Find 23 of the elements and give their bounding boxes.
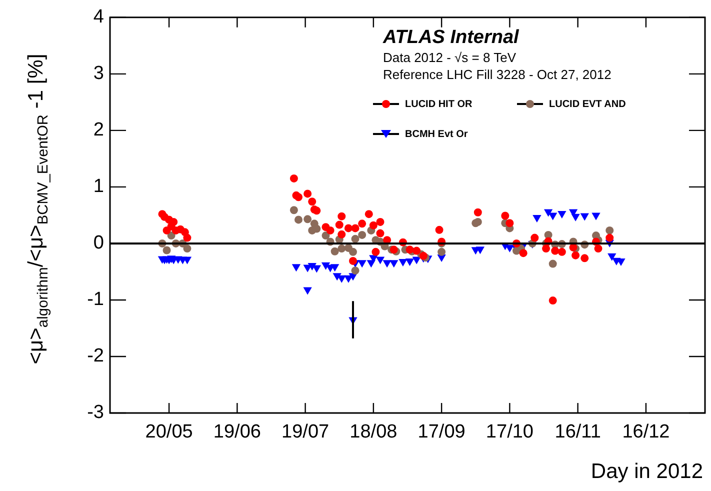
x-tick-label: 20/05 bbox=[145, 422, 193, 443]
y-tick-label: -1 bbox=[87, 289, 104, 310]
annotation: Reference LHC Fill 3228 - Oct 27, 2012 bbox=[383, 67, 612, 82]
y-tick-label: -2 bbox=[87, 346, 104, 367]
y-tick-label: 2 bbox=[93, 120, 104, 141]
y-tick-label: 1 bbox=[93, 176, 104, 198]
x-tick-label: 19/06 bbox=[213, 422, 261, 443]
y-tick-label: -3 bbox=[87, 402, 104, 424]
x-tick-label: 19/07 bbox=[282, 422, 330, 443]
x-tick-label: 16/12 bbox=[622, 422, 670, 443]
y-tick-label: 0 bbox=[93, 232, 104, 254]
x-tick-label: 16/11 bbox=[554, 422, 601, 443]
y-tick-label: 4 bbox=[93, 6, 104, 28]
legend-label: BCMH Evt Or bbox=[405, 128, 468, 140]
annotation: Data 2012 - √s = 8 TeV bbox=[383, 50, 516, 65]
y-tick-label: 3 bbox=[93, 63, 104, 84]
x-tick-label: 17/09 bbox=[418, 422, 466, 443]
legend-label: LUCID EVT AND bbox=[549, 98, 626, 110]
x-tick-label: 18/08 bbox=[350, 422, 398, 443]
legend-label: LUCID HIT OR bbox=[405, 98, 472, 110]
x-tick-label: 17/10 bbox=[486, 422, 534, 443]
annotation: ATLAS Internal bbox=[383, 27, 519, 49]
x-axis-title: Day in 2012 bbox=[590, 460, 703, 484]
